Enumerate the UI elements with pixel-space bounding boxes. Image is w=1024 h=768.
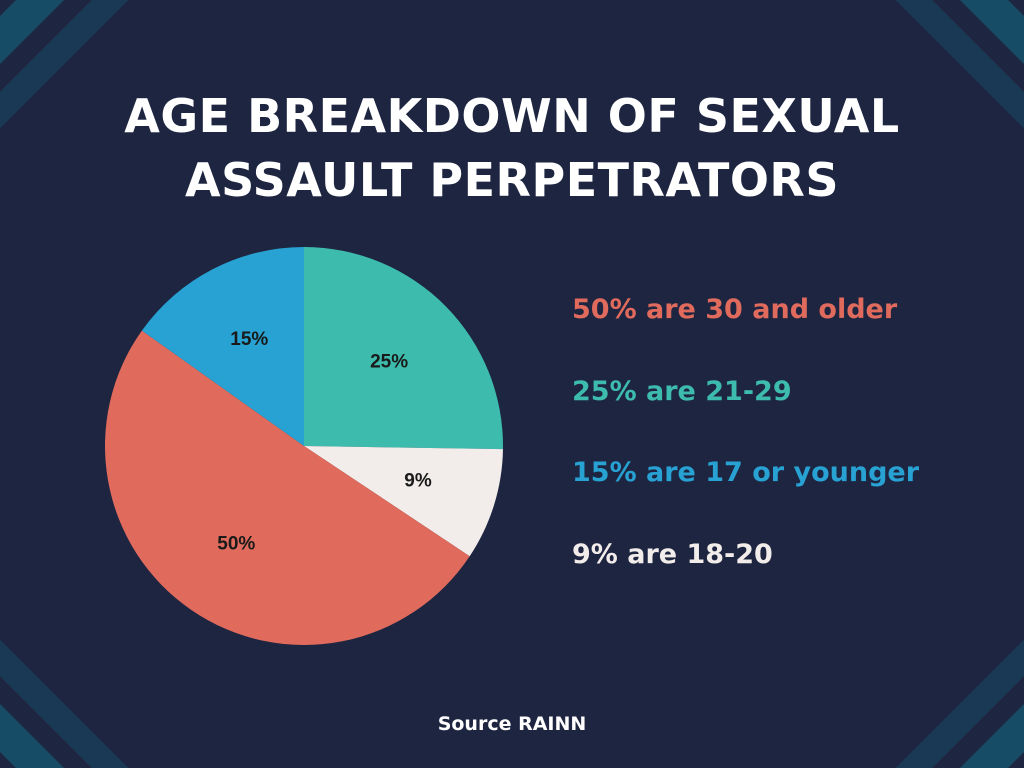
pie-slice-9-are-18-20 bbox=[304, 446, 503, 557]
chart-title-line-1: AGE BREAKDOWN OF SEXUAL bbox=[124, 89, 900, 143]
corner-stripe bbox=[895, 0, 1024, 129]
chart-title: AGE BREAKDOWN OF SEXUAL ASSAULT PERPETRA… bbox=[0, 84, 1024, 212]
pie-slice-label-15-are-17-or-younger: 15% bbox=[230, 329, 268, 350]
pie-slice-50-are-30-and-older bbox=[105, 330, 470, 645]
corner-stripe bbox=[959, 703, 1024, 768]
legend-item-18-20: 9% are 18-20 bbox=[572, 538, 773, 570]
legend-item-17-or-younger: 15% are 17 or younger bbox=[572, 457, 920, 488]
chart-title-line-2: ASSAULT PERPETRATORS bbox=[185, 153, 839, 207]
corner-stripe bbox=[0, 0, 129, 129]
legend-item-30-and-older: 50% are 30 and older bbox=[572, 294, 898, 325]
pie-slice-label-50-are-30-and-older: 50% bbox=[217, 533, 255, 554]
corner-stripe bbox=[0, 703, 65, 768]
pie-slice-label-9-are-18-20: 9% bbox=[404, 470, 432, 491]
corner-stripe bbox=[959, 0, 1024, 65]
pie-slice-15-are-17-or-younger bbox=[141, 247, 304, 446]
chart-legend: 50% are 30 and older 25% are 21-29 15% a… bbox=[572, 290, 919, 616]
source-note: Source RAINN bbox=[437, 713, 587, 735]
pie-slice-25-are-21-29 bbox=[304, 247, 503, 450]
corner-stripe bbox=[895, 639, 1024, 768]
pie-slice-label-25-are-21-29: 25% bbox=[370, 351, 408, 372]
legend-item-21-29: 25% are 21-29 bbox=[572, 375, 792, 407]
corner-stripe bbox=[0, 639, 129, 768]
corner-stripe bbox=[0, 0, 65, 65]
